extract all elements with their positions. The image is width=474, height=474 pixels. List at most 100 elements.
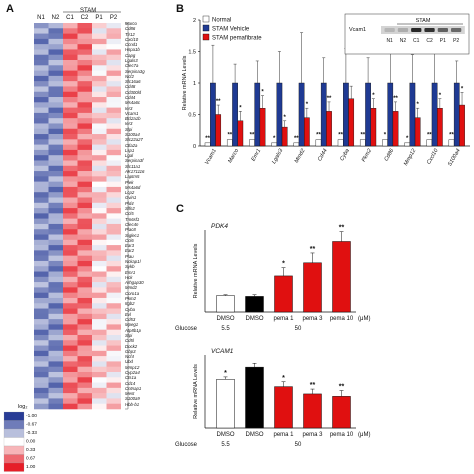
legend-tick: 0.33	[26, 447, 36, 453]
glucose-value: 5.5	[221, 442, 230, 448]
significance-normal: *	[384, 133, 387, 139]
heatmap-cell	[77, 377, 92, 383]
heatmap-cell	[92, 319, 107, 325]
gene-label: Cxcl10	[125, 36, 139, 42]
heatmap-cell	[34, 313, 49, 320]
heatmap-cell	[63, 149, 78, 156]
significance-pema: *	[261, 90, 264, 96]
heatmap-cell	[77, 371, 92, 378]
gene-label: Emr1	[125, 269, 136, 275]
heatmap-cell	[106, 398, 121, 405]
heatmap-cell	[92, 107, 107, 114]
heatmap-cell	[92, 165, 107, 172]
gene-label: Evl	[125, 311, 131, 317]
heatmap-cell	[106, 65, 121, 71]
gene-label: Serpina3g	[125, 68, 145, 74]
significance-label: **	[339, 225, 345, 232]
heatmap-cell	[106, 81, 121, 87]
heatmap-cell	[63, 382, 78, 389]
heatmap-cell	[63, 287, 78, 293]
heatmap-cell	[48, 102, 63, 108]
heatmap-cell	[77, 181, 92, 188]
heatmap-cell	[77, 28, 92, 34]
heatmap-cell	[48, 223, 63, 230]
heatmap-cell	[77, 218, 92, 225]
heatmap-cell	[63, 134, 78, 140]
heatmap-cell	[48, 128, 63, 135]
heatmap-cell	[106, 197, 121, 204]
heatmap-cell	[106, 112, 121, 119]
gene-label: Arhgap30	[125, 280, 144, 286]
heatmap-cell	[34, 324, 49, 330]
heatmap-cell	[34, 350, 49, 357]
heatmap-cell	[48, 260, 63, 267]
heatmap-cell	[48, 171, 63, 177]
heatmap-cell	[34, 81, 49, 87]
heatmap-cell	[77, 33, 92, 40]
heatmap-cell	[92, 192, 107, 198]
heatmap-cell	[48, 239, 63, 246]
heatmap-cell	[92, 313, 107, 320]
heatmap-cell	[106, 234, 121, 241]
gene-label: Hck	[125, 274, 133, 280]
heatmap-cell	[34, 282, 49, 288]
heatmap-cell	[106, 60, 121, 66]
heatmap-cell	[92, 356, 107, 362]
heatmap-cell	[63, 371, 78, 378]
heatmap-cell	[34, 398, 49, 405]
x-category-label: DMSO	[246, 432, 264, 438]
heatmap-cell	[48, 134, 63, 140]
heatmap-cell	[92, 308, 107, 315]
heatmap-cell	[48, 350, 63, 357]
heatmap-cell	[63, 165, 78, 172]
heatmap-col-label: C1	[66, 15, 74, 21]
heatmap-cell	[92, 382, 107, 389]
x-category-label: Emr1	[250, 148, 262, 162]
heatmap-group-label: STAM	[80, 8, 97, 14]
heatmap-cell	[63, 208, 78, 214]
heatmap-cell	[77, 350, 92, 357]
heatmap-cell	[63, 377, 78, 383]
heatmap-cell	[34, 213, 49, 219]
heatmap-cell	[48, 49, 63, 56]
significance-pema: *	[372, 93, 375, 99]
significance-label: **	[339, 384, 345, 391]
heatmap-cell	[77, 202, 92, 209]
heatmap-cell	[77, 102, 92, 108]
heatmap-cell	[34, 329, 49, 336]
heatmap-cell	[34, 334, 49, 341]
heatmap-cell	[63, 282, 78, 288]
heatmap-cell	[63, 176, 78, 182]
significance-pema: *	[284, 115, 287, 121]
heatmap-cell	[48, 192, 63, 198]
heatmap-cell	[92, 334, 107, 341]
gene-label: Plau	[125, 253, 134, 259]
heatmap-cell	[34, 155, 49, 161]
heatmap-cell	[77, 276, 92, 283]
heatmap-cell	[63, 276, 78, 283]
heatmap-cell	[48, 123, 63, 130]
gene-label: Nckap1l	[125, 258, 141, 264]
heatmap-cell	[92, 149, 107, 156]
heatmap-cell	[48, 81, 63, 87]
heatmap-cell	[77, 197, 92, 204]
heatmap-cell	[106, 329, 121, 336]
heatmap-cell	[63, 86, 78, 93]
heatmap-cell	[92, 155, 107, 161]
heatmap-cell	[63, 260, 78, 267]
heatmap-cell	[92, 387, 107, 394]
significance-pema: **	[327, 96, 332, 102]
heatmap-cell	[92, 54, 107, 61]
significance-pema: **	[216, 99, 221, 105]
x-category-label: DMSO	[246, 316, 264, 322]
heatmap-cell	[92, 250, 107, 256]
heatmap-cell	[106, 70, 121, 77]
heatmap-cell	[106, 282, 121, 288]
bar	[245, 366, 264, 429]
significance-pema: *	[239, 105, 242, 111]
heatmap-cell	[48, 54, 63, 61]
heatmap-cell	[106, 223, 121, 230]
x-category-label: pema 3	[302, 432, 323, 438]
x-category-label: pema 1	[273, 432, 294, 438]
heatmap-cell	[77, 292, 92, 299]
